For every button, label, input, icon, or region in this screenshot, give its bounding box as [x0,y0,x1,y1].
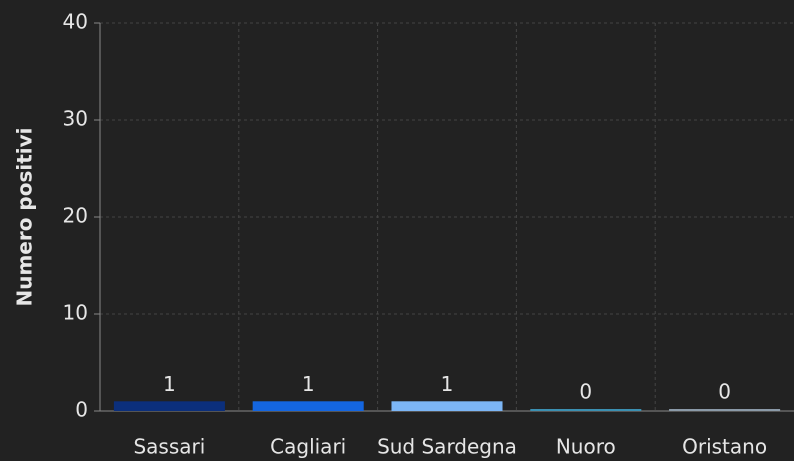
bar [252,401,364,411]
x-tick-label: Sud Sardegna [377,435,517,459]
y-axis-label: Numero positivi [13,127,37,306]
bar [530,409,642,411]
y-tick-label: 20 [63,204,88,228]
data-label: 1 [302,372,315,396]
y-tick-label: 0 [75,398,88,422]
bar [113,401,225,411]
x-tick-label: Sassari [133,435,205,459]
y-tick-label: 10 [63,301,88,325]
y-tick-label: 30 [63,107,88,131]
data-label: 0 [579,380,592,404]
bar [391,401,503,411]
data-label: 1 [441,372,454,396]
y-tick-label: 40 [63,10,88,34]
bar [669,409,781,411]
x-tick-label: Cagliari [270,435,346,459]
x-tick-label: Nuoro [556,435,616,459]
x-tick-label: Oristano [682,435,767,459]
data-label: 1 [163,372,176,396]
data-label: 0 [718,380,731,404]
